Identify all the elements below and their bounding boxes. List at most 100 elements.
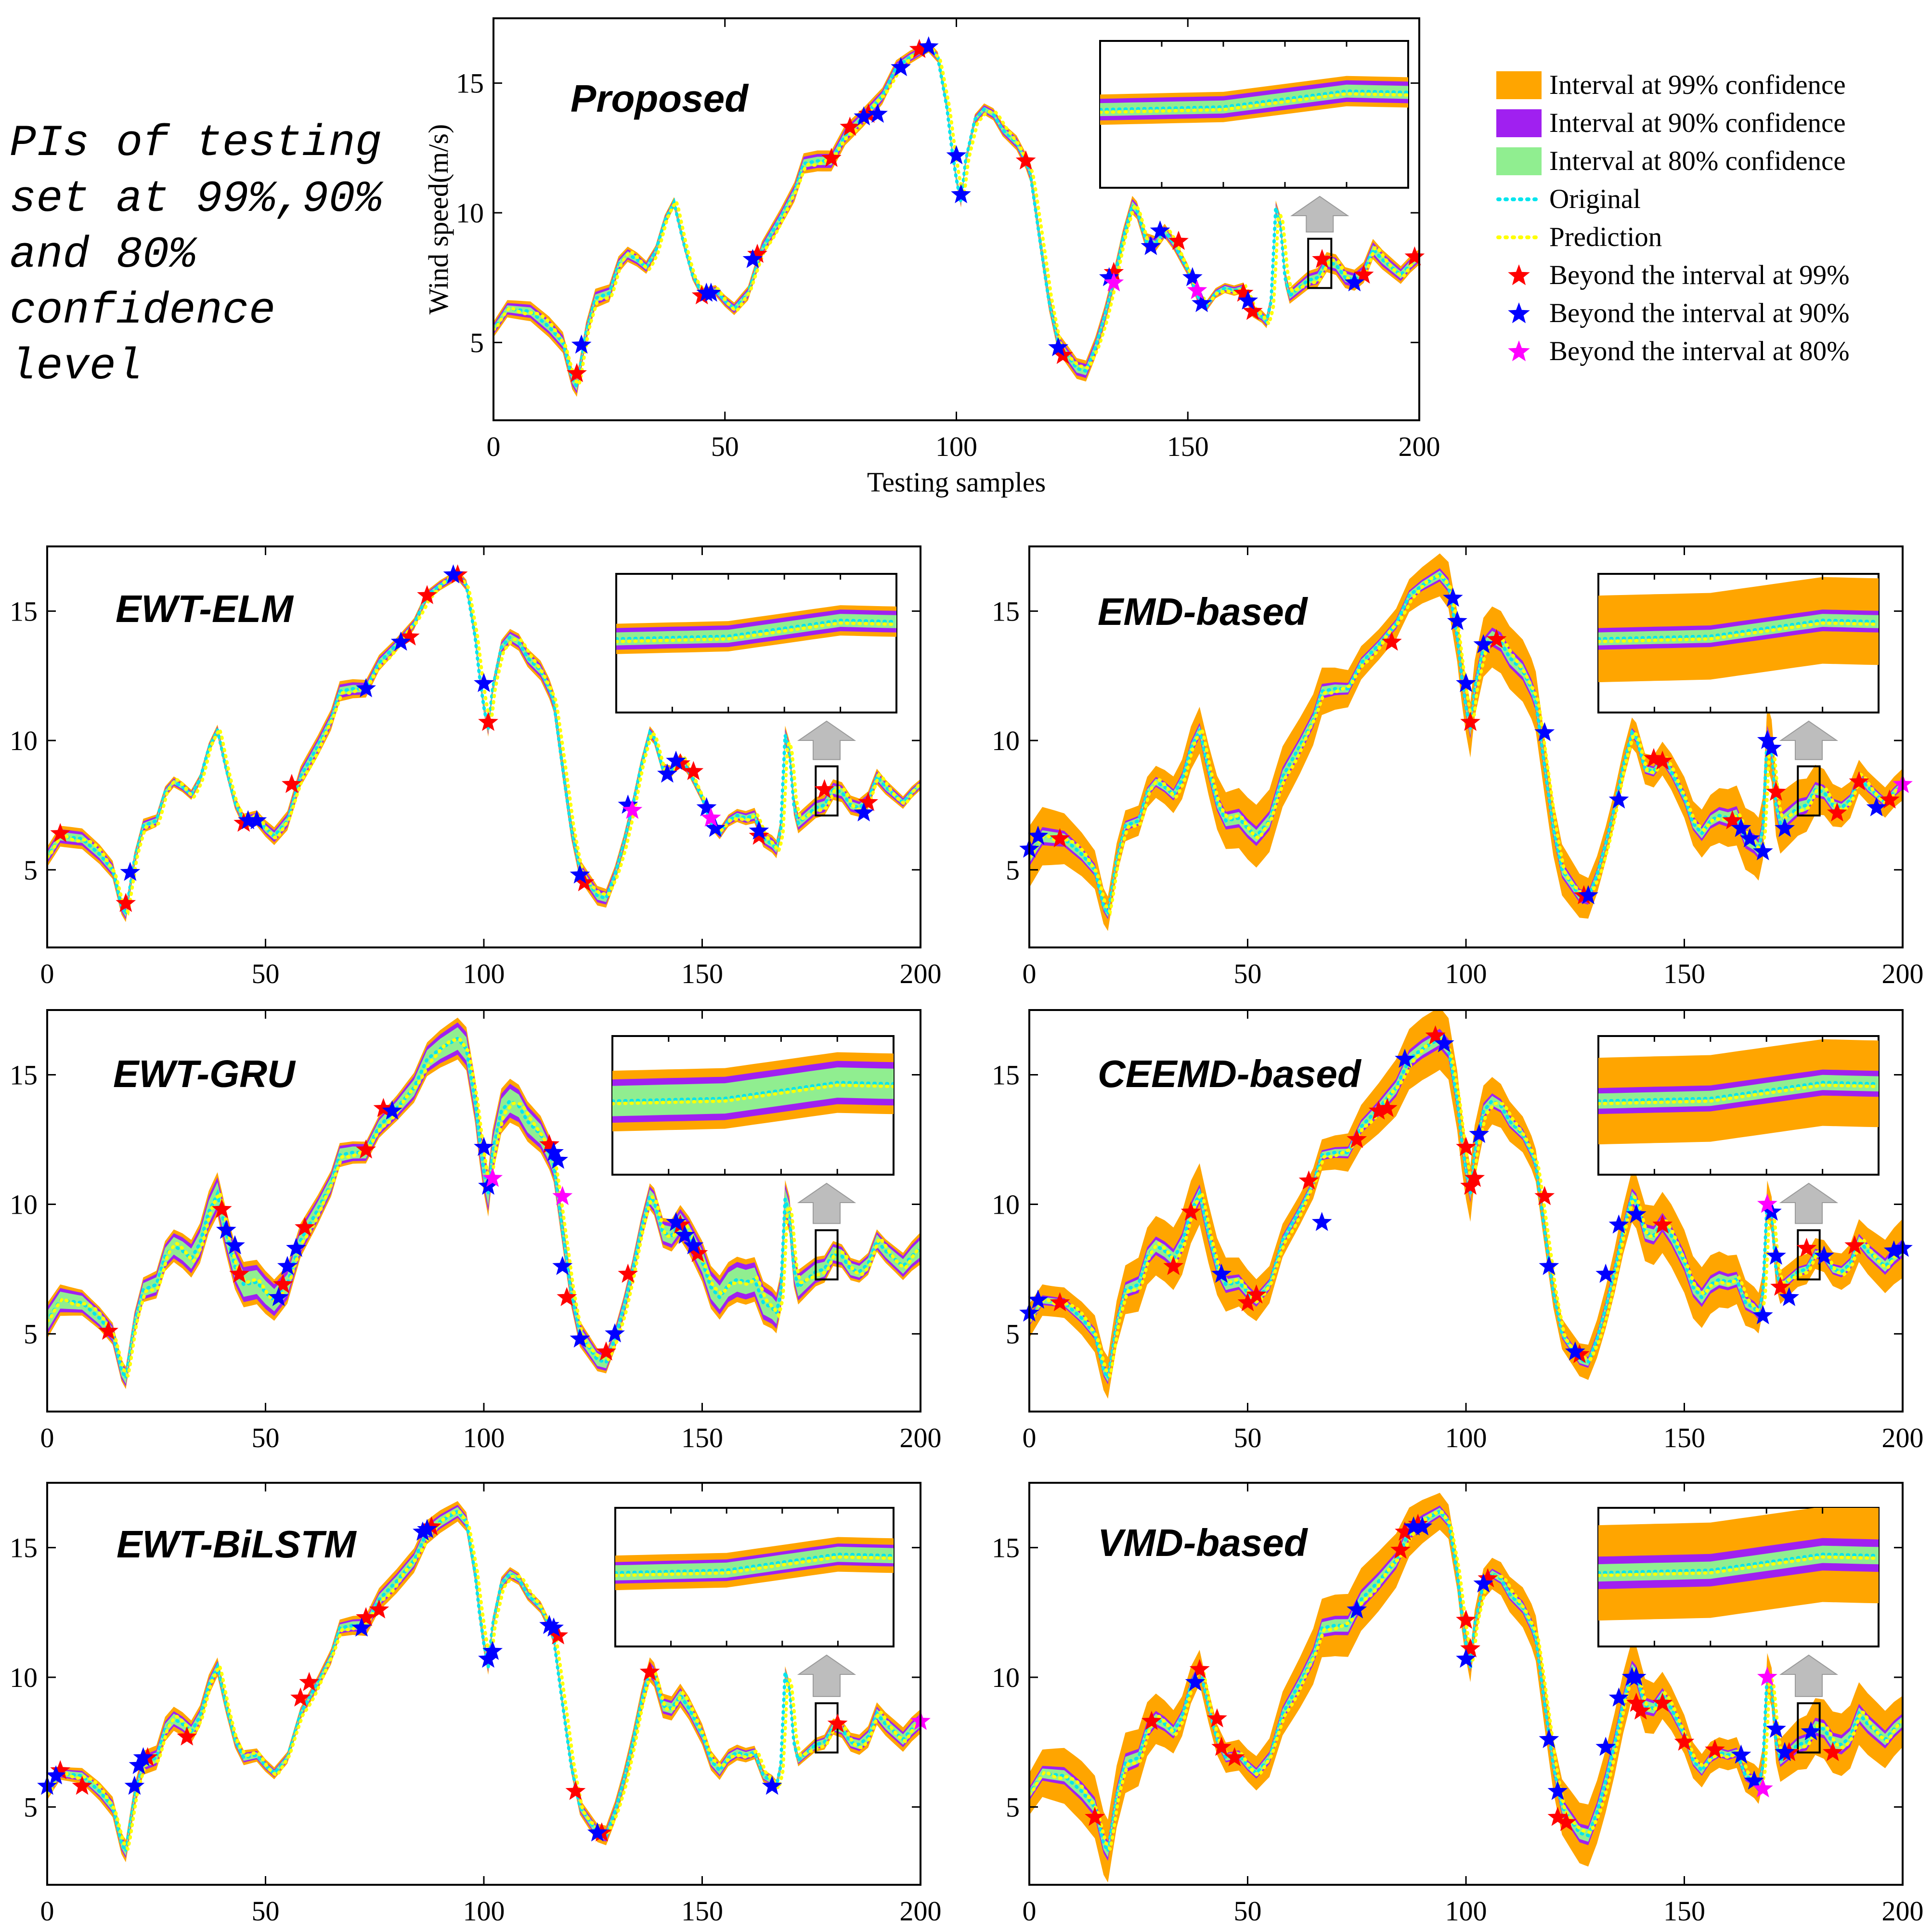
y-tick-label: 15 <box>10 596 38 627</box>
band-80 <box>47 572 921 917</box>
star-99 <box>282 774 302 793</box>
star-99 <box>909 39 930 58</box>
zoom-box <box>815 1229 839 1281</box>
star-90 <box>390 631 411 651</box>
star-99 <box>421 1516 442 1536</box>
star-80 <box>1757 1193 1777 1213</box>
star-99 <box>565 1781 586 1800</box>
star-99 <box>557 1287 577 1306</box>
x-tick-label: 200 <box>900 1422 942 1453</box>
star-90 <box>1539 1729 1559 1749</box>
star-99 <box>1353 264 1374 284</box>
color-swatch-icon <box>1496 147 1542 175</box>
star-90 <box>701 283 721 302</box>
inset-original-line <box>1100 89 1408 112</box>
star-90 <box>1883 1240 1904 1260</box>
star-90 <box>1739 828 1760 848</box>
band-80 <box>1029 570 1903 918</box>
star-90 <box>1473 1573 1494 1593</box>
x-tick-label: 0 <box>1023 958 1037 989</box>
star-99 <box>1556 1812 1577 1831</box>
x-tick-label: 50 <box>252 1422 280 1453</box>
legend-item: Beyond the interval at 99% <box>1492 258 1926 296</box>
star-90 <box>1141 236 1161 255</box>
band-90 <box>47 571 921 920</box>
star-80 <box>1752 1778 1773 1798</box>
star-90 <box>854 802 874 822</box>
x-tick-label: 150 <box>681 958 723 989</box>
chart-title: EWT-ELM <box>116 587 294 630</box>
star-90 <box>124 1775 145 1795</box>
original-line <box>47 1036 921 1383</box>
x-tick-label: 50 <box>252 1895 280 1927</box>
star-99 <box>116 893 136 912</box>
x-axis-label: Testing samples <box>867 467 1046 498</box>
star-90 <box>1578 885 1598 905</box>
original-line <box>493 44 1419 391</box>
zoom-arrow <box>797 1182 856 1224</box>
y-tick-label: 15 <box>992 1060 1020 1091</box>
star-90 <box>1608 1687 1629 1707</box>
star-99 <box>417 585 437 604</box>
y-tick-label: 10 <box>992 1662 1020 1693</box>
dotted-line-icon <box>1496 197 1542 201</box>
x-tick-label: 100 <box>463 1895 505 1927</box>
x-tick-label: 0 <box>40 1422 54 1453</box>
star-90 <box>1757 730 1777 749</box>
star-99 <box>211 1199 232 1218</box>
star-99 <box>1456 1137 1476 1156</box>
x-tick-label: 150 <box>681 1422 723 1453</box>
y-tick-label: 5 <box>470 327 484 358</box>
chart-proposed: 0 50 100 150 200 5 10 15 Proposed Testing samples… <box>423 17 1440 498</box>
legend-item: Interval at 80% confidence <box>1492 143 1926 181</box>
dotted-line-icon <box>1496 235 1542 239</box>
x-tick-label: 0 <box>1023 1422 1037 1453</box>
x-tick-label: 0 <box>487 431 501 462</box>
star-90 <box>605 1323 625 1343</box>
legend-item: Beyond the interval at 90% <box>1492 296 1926 334</box>
star-99 <box>1298 1170 1319 1190</box>
chart-title: EWT-GRU <box>113 1052 296 1095</box>
star-90 <box>1539 1256 1559 1275</box>
chart-title: CEEMD-based <box>1098 1052 1362 1095</box>
x-tick-label: 150 <box>681 1895 723 1927</box>
legend-label: Prediction <box>1549 222 1662 252</box>
x-tick-label: 150 <box>1663 1895 1705 1927</box>
x-tick-label: 150 <box>1167 431 1209 462</box>
star-90 <box>443 564 464 583</box>
star-90 <box>482 1641 503 1660</box>
star-90 <box>1752 841 1773 860</box>
star-90 <box>474 673 494 692</box>
star-99 <box>1796 1238 1817 1257</box>
star-90 <box>1595 1263 1616 1283</box>
star-99 <box>1377 1098 1398 1117</box>
star-90 <box>1344 272 1365 292</box>
star-99 <box>50 823 71 842</box>
star-90 <box>683 1235 704 1255</box>
star-90 <box>1395 1049 1415 1068</box>
star-99 <box>356 1139 376 1159</box>
star-99 <box>1626 1692 1647 1712</box>
star-90 <box>277 1256 298 1275</box>
figure-caption-note: PIs of testing set at 99%,90% and 80% co… <box>10 118 409 392</box>
star-90 <box>1547 1781 1568 1800</box>
x-tick-label: 50 <box>1234 1895 1262 1927</box>
star-99 <box>1534 1186 1555 1205</box>
y-tick-label: 10 <box>456 197 484 229</box>
star-99 <box>272 1274 293 1294</box>
star-90 <box>120 862 141 881</box>
star-99 <box>1207 1708 1227 1727</box>
star-90 <box>868 104 888 123</box>
star-99 <box>1486 629 1507 648</box>
star-99 <box>618 1263 638 1283</box>
chart-ewt-gru: 0 50 100 150 200 5 10 15 EWT-GRU <box>10 1009 942 1453</box>
star-90 <box>552 1256 573 1275</box>
star-90 <box>674 1225 695 1244</box>
star-99 <box>821 147 842 167</box>
star-99 <box>399 626 420 646</box>
star-99 <box>177 1726 197 1746</box>
star-99 <box>1766 781 1786 801</box>
star-99 <box>1844 1235 1865 1255</box>
star-90 <box>571 334 592 354</box>
zoom-arrow <box>797 720 856 760</box>
